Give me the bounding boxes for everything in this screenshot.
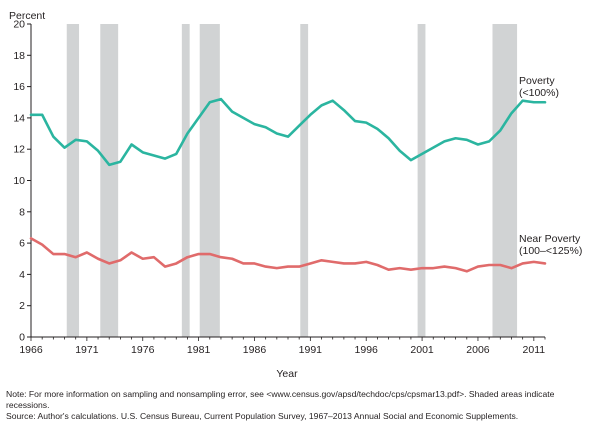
recession-band-1 — [66, 24, 80, 337]
y-axis-title: Percent — [9, 10, 45, 22]
y-tick-label-16: 16 — [13, 81, 25, 93]
poverty-label-line-1: Poverty — [519, 75, 555, 87]
chart-notes: Note: For more information on sampling a… — [6, 389, 598, 422]
x-tick-label-1996: 1996 — [355, 344, 379, 356]
y-tick-label-8: 8 — [19, 206, 25, 218]
line-chart: 0 2 4 6 8 10 12 14 16 18 20 1966 1971 1976 1981 1986 199… — [9, 10, 583, 380]
x-axis-title: Year — [276, 368, 298, 380]
y-tick-label-10: 10 — [13, 175, 25, 187]
series-lines — [29, 97, 547, 273]
x-tick-label-1981: 1981 — [187, 344, 211, 356]
recession-band-3 — [181, 24, 190, 337]
x-tick-label-2001: 2001 — [410, 344, 434, 356]
near-poverty-label-line-2: (100–<125%) — [519, 245, 582, 257]
y-tick-label-20: 20 — [13, 19, 25, 31]
recession-band-7 — [492, 24, 518, 337]
x-tick-label-2011: 2011 — [523, 344, 546, 356]
x-tick-label-1976: 1976 — [131, 344, 155, 356]
y-tick-label-12: 12 — [13, 144, 25, 156]
y-tick-label-14: 14 — [13, 112, 25, 124]
recession-band-5 — [300, 24, 309, 337]
poverty-label-line-2: (<100%) — [519, 87, 559, 99]
recession-bands — [66, 24, 518, 337]
source-text: Source: Author's calculations. U.S. Cens… — [6, 411, 519, 421]
y-tick-label-2: 2 — [19, 300, 25, 312]
y-tick-label-6: 6 — [19, 238, 25, 250]
recession-band-6 — [417, 24, 426, 337]
x-tick-label-1971: 1971 — [75, 344, 99, 356]
y-tick-label-4: 4 — [19, 269, 25, 281]
tick-labels: 0 2 4 6 8 10 12 14 16 18 20 1966 1971 1976 1981 1986 199… — [13, 19, 545, 357]
note-text: Note: For more information on sampling a… — [6, 389, 555, 410]
y-tick-label-18: 18 — [13, 50, 25, 62]
near-poverty-series-label: Near Poverty (100–<125%) — [519, 233, 583, 257]
x-tick-label-1966: 1966 — [19, 344, 43, 356]
x-tick-label-2006: 2006 — [466, 344, 490, 356]
near-poverty-label-line-1: Near Poverty — [519, 233, 581, 245]
x-tick-label-1991: 1991 — [299, 344, 323, 356]
poverty-series-label: Poverty (<100%) — [519, 75, 559, 99]
recession-band-4 — [199, 24, 220, 337]
y-tick-label-0: 0 — [19, 332, 25, 344]
recession-band-2 — [100, 24, 119, 337]
x-tick-label-1986: 1986 — [243, 344, 267, 356]
axes — [27, 23, 546, 341]
